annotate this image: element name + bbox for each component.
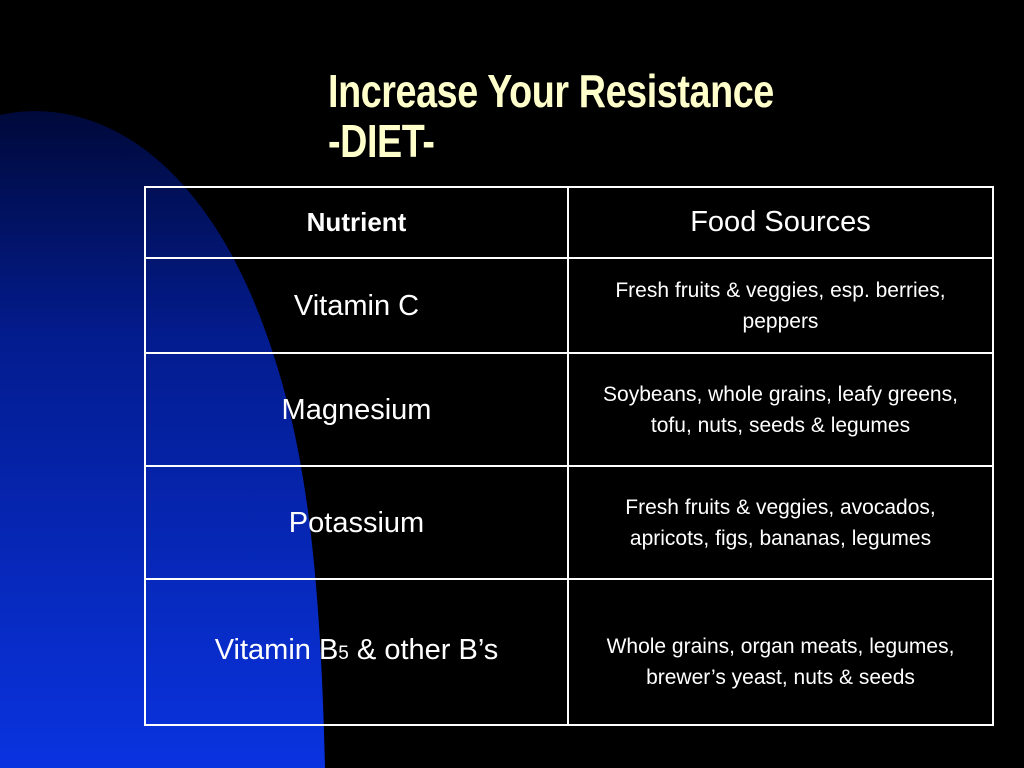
nutrient-cell: Vitamin B5 & other B’s bbox=[144, 578, 569, 726]
table-header-row: Nutrient Food Sources bbox=[144, 186, 994, 259]
nutrient-table: Nutrient Food Sources Vitamin C Fresh fr… bbox=[144, 186, 994, 726]
table-row: Vitamin B5 & other B’s Whole grains, org… bbox=[144, 578, 994, 726]
nutrient-name: Vitamin B bbox=[214, 634, 339, 666]
food-sources-cell: Fresh fruits & veggies, avocados, aprico… bbox=[567, 465, 994, 580]
slide-title: Increase Your Resistance -DIET- bbox=[328, 66, 774, 166]
nutrient-cell: Vitamin C bbox=[144, 257, 569, 354]
header-nutrient: Nutrient bbox=[144, 186, 569, 259]
header-food-sources: Food Sources bbox=[567, 186, 994, 259]
title-line-1: Increase Your Resistance bbox=[328, 65, 774, 117]
title-line-2: -DIET- bbox=[328, 115, 435, 167]
nutrient-cell: Magnesium bbox=[144, 352, 569, 467]
table-row: Magnesium Soybeans, whole grains, leafy … bbox=[144, 352, 994, 467]
food-sources-cell: Soybeans, whole grains, leafy greens, to… bbox=[567, 352, 994, 467]
nutrient-cell: Potassium bbox=[144, 465, 569, 580]
table-row: Potassium Fresh fruits & veggies, avocad… bbox=[144, 465, 994, 580]
table-row: Vitamin C Fresh fruits & veggies, esp. b… bbox=[144, 257, 994, 354]
food-sources-cell: Whole grains, organ meats, legumes, brew… bbox=[567, 578, 994, 726]
nutrient-subscript: 5 bbox=[338, 643, 349, 664]
food-sources-cell: Fresh fruits & veggies, esp. berries, pe… bbox=[567, 257, 994, 354]
nutrient-name-suffix: & other B’s bbox=[348, 634, 499, 666]
